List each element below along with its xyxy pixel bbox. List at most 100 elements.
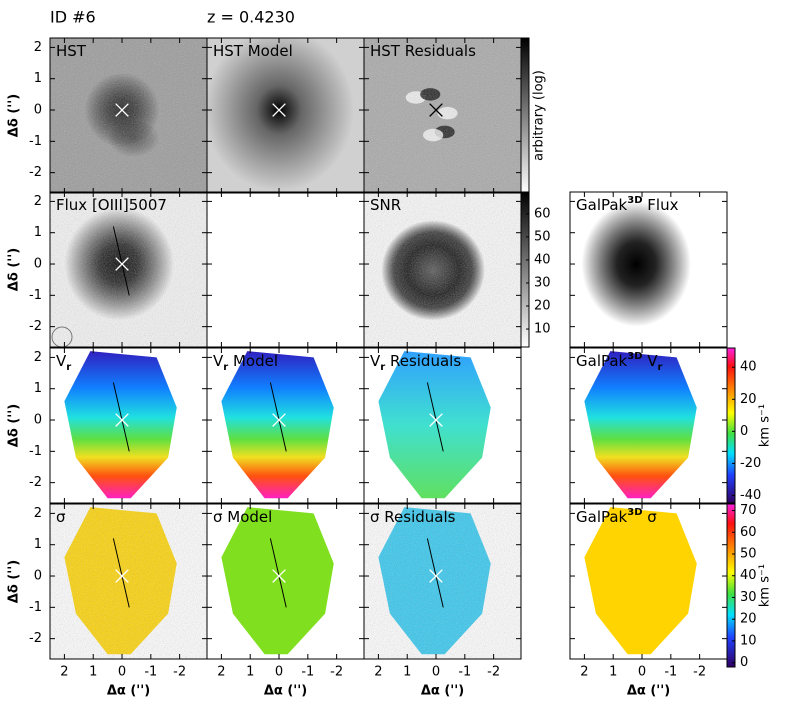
panel-title: GalPak3D Flux [576,195,679,214]
center-cross [429,569,443,583]
colorbar-tick-label: 20 [740,612,757,627]
redshift: z = 0.4230 [207,8,295,27]
center-cross [272,103,286,117]
colorbar-tick-label: 50 [534,229,551,244]
title-part: V [213,352,224,370]
colorbar-tick-label: 50 [740,546,757,561]
map-image [364,504,521,659]
colorbar-tick-label: 0 [740,655,748,670]
colorbar-tick-label: -20 [740,456,761,471]
panel-title: SNR [370,196,401,214]
map-image [207,348,364,503]
y-axis-label: Δδ ('') [7,404,22,447]
y-tick-label: 2 [34,194,42,209]
colorbar [726,503,736,668]
center-cross [429,103,443,117]
panel-frame [569,191,728,348]
map-noise [50,504,207,659]
title-part: Flux [OIII]5007 [56,196,167,214]
center-cross [429,413,443,427]
y-tick-label: 2 [34,40,42,55]
map-background [207,192,364,347]
y-axis-label: Δδ ('') [7,94,22,137]
colorbar-tick-label: 30 [740,590,757,605]
y-tick-label: -1 [29,288,42,303]
map-blob [207,38,354,192]
map-region [584,351,697,499]
map-noise [364,38,521,193]
colorbar-tick-label: 40 [740,568,757,583]
map-region [378,351,491,499]
colorbar-tick-label: 70 [740,503,757,518]
x-tick-label: 1 [609,665,617,680]
colorbar-tick-label: -40 [740,488,761,503]
x-tick-label: 0 [432,665,440,680]
x-tick-label: -2 [693,665,706,680]
x-axis-label: Δα ('') [107,684,150,699]
x-tick-label: -1 [301,665,314,680]
center-cross [115,103,129,117]
title-part: GalPak [576,352,628,370]
colorbar-tick-label: 0 [740,424,748,439]
y-tick-label: 2 [34,506,42,521]
x-tick-label: 0 [638,665,646,680]
y-tick-label: -2 [29,319,42,334]
position-angle [112,538,130,608]
title-part: V [370,352,381,370]
title-part: σ [643,508,658,526]
title-part: HST Model [213,42,293,60]
map-region [221,507,334,655]
x-axis-label: Δα ('') [627,684,670,699]
center-cross [272,413,286,427]
title-part: r [66,362,71,373]
position-angle [269,382,287,452]
map-image [50,348,207,503]
title-part: GalPak [576,196,628,214]
title-part: GalPak [576,508,628,526]
panel-title: HST Residuals [370,42,476,60]
x-axis-label: Δα ('') [421,684,464,699]
map-blob [581,201,691,327]
title-part: 3D [627,351,642,362]
title-part: 3D [627,507,642,518]
x-tick-label: 2 [580,665,588,680]
map-image [570,192,727,347]
map-region [64,351,177,499]
x-axis-label: Δα ('') [264,684,307,699]
panel-title: σ Model [213,508,272,526]
colorbar-tick-label: 10 [534,322,551,337]
y-tick-label: 1 [34,225,42,240]
title-part: σ Model [213,508,272,526]
x-tick-label: 2 [217,665,225,680]
map-image [50,504,207,659]
y-tick-label: -1 [29,134,42,149]
panel-title: Flux [OIII]5007 [56,196,167,214]
colorbar-label: km s⁻¹ [758,404,773,447]
x-tick-label: 0 [118,665,126,680]
map-noise [50,38,207,193]
map-image [364,192,521,347]
map-image [207,38,364,193]
title-part: Residuals [385,352,461,370]
position-angle [426,538,444,608]
panel-title: GalPak3D σ [576,507,657,526]
x-tick-label: 0 [275,665,283,680]
map-region [584,507,697,655]
colorbar-tick-label: 20 [534,299,551,314]
title-part: SNR [370,196,401,214]
y-tick-label: 0 [34,103,42,118]
map-image [364,348,521,503]
center-cross [115,413,129,427]
y-tick-label: 0 [34,413,42,428]
colorbar-tick-label: 30 [534,275,551,290]
center-cross [115,569,129,583]
colorbar-tick-label: 40 [740,360,757,375]
title-part: r [380,362,385,373]
y-tick-label: -1 [29,444,42,459]
panel-frame [363,347,522,504]
y-axis-label: Δδ ('') [7,248,22,291]
panel-title: Vr Residuals [370,352,461,373]
x-tick-label: -1 [144,665,157,680]
colorbar-tick-label: 20 [740,392,757,407]
